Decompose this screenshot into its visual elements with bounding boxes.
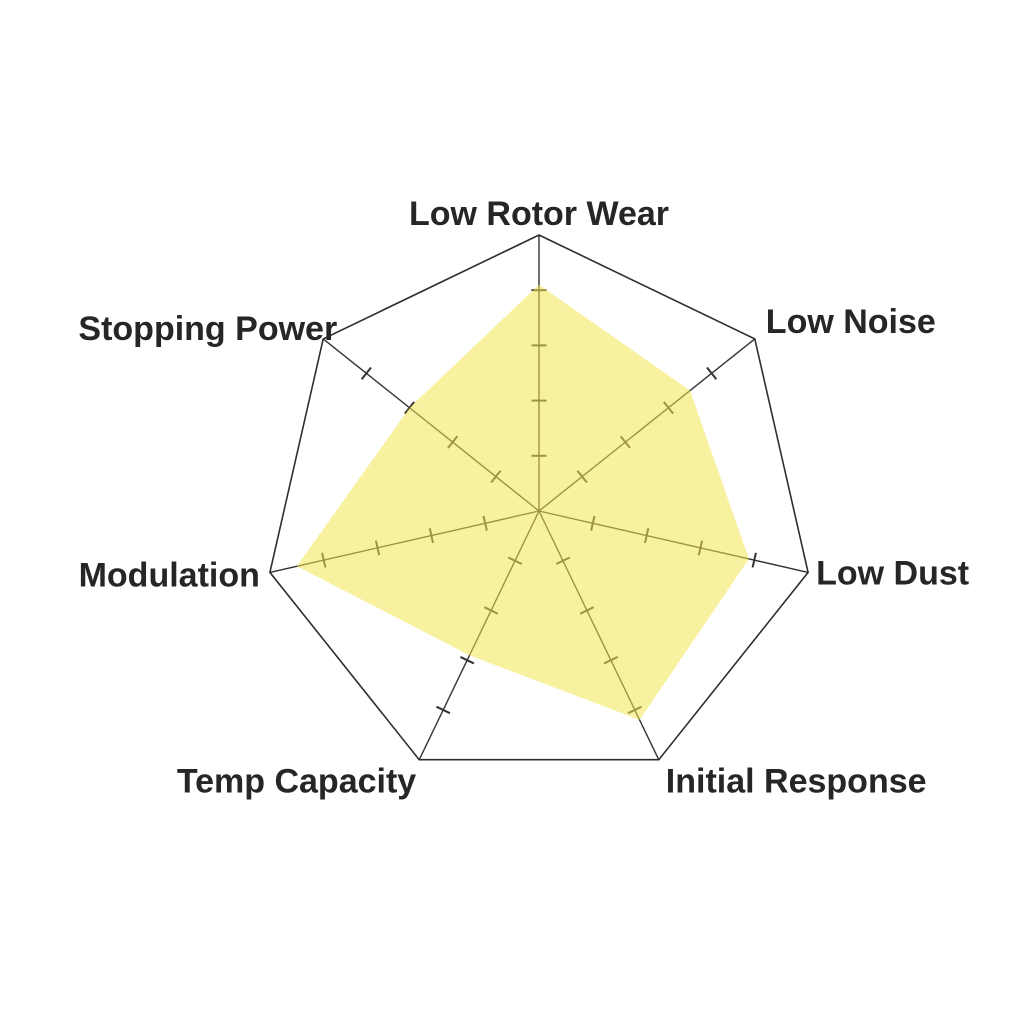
axis-label-low-noise: Low Noise — [766, 303, 936, 341]
data-polygon — [296, 284, 749, 720]
tick-axis6-v4 — [360, 366, 372, 380]
axis-label-low-rotor-wear: Low Rotor Wear — [409, 195, 669, 233]
axis-label-temp-capacity: Temp Capacity — [177, 763, 416, 801]
axis-label-initial-response: Initial Response — [666, 763, 927, 801]
axis-label-stopping-power: Stopping Power — [78, 310, 337, 348]
tick-axis1-v4 — [706, 366, 718, 380]
tick-axis6-v3 — [404, 401, 415, 415]
tick-axis2-v4 — [751, 552, 757, 568]
grid-outer-ring — [269, 234, 809, 761]
axis-label-modulation: Modulation — [79, 556, 260, 594]
tick-axis4-v3 — [459, 656, 475, 665]
tick-axis4-v4 — [436, 705, 451, 715]
axis-label-low-dust: Low Dust — [816, 554, 969, 592]
